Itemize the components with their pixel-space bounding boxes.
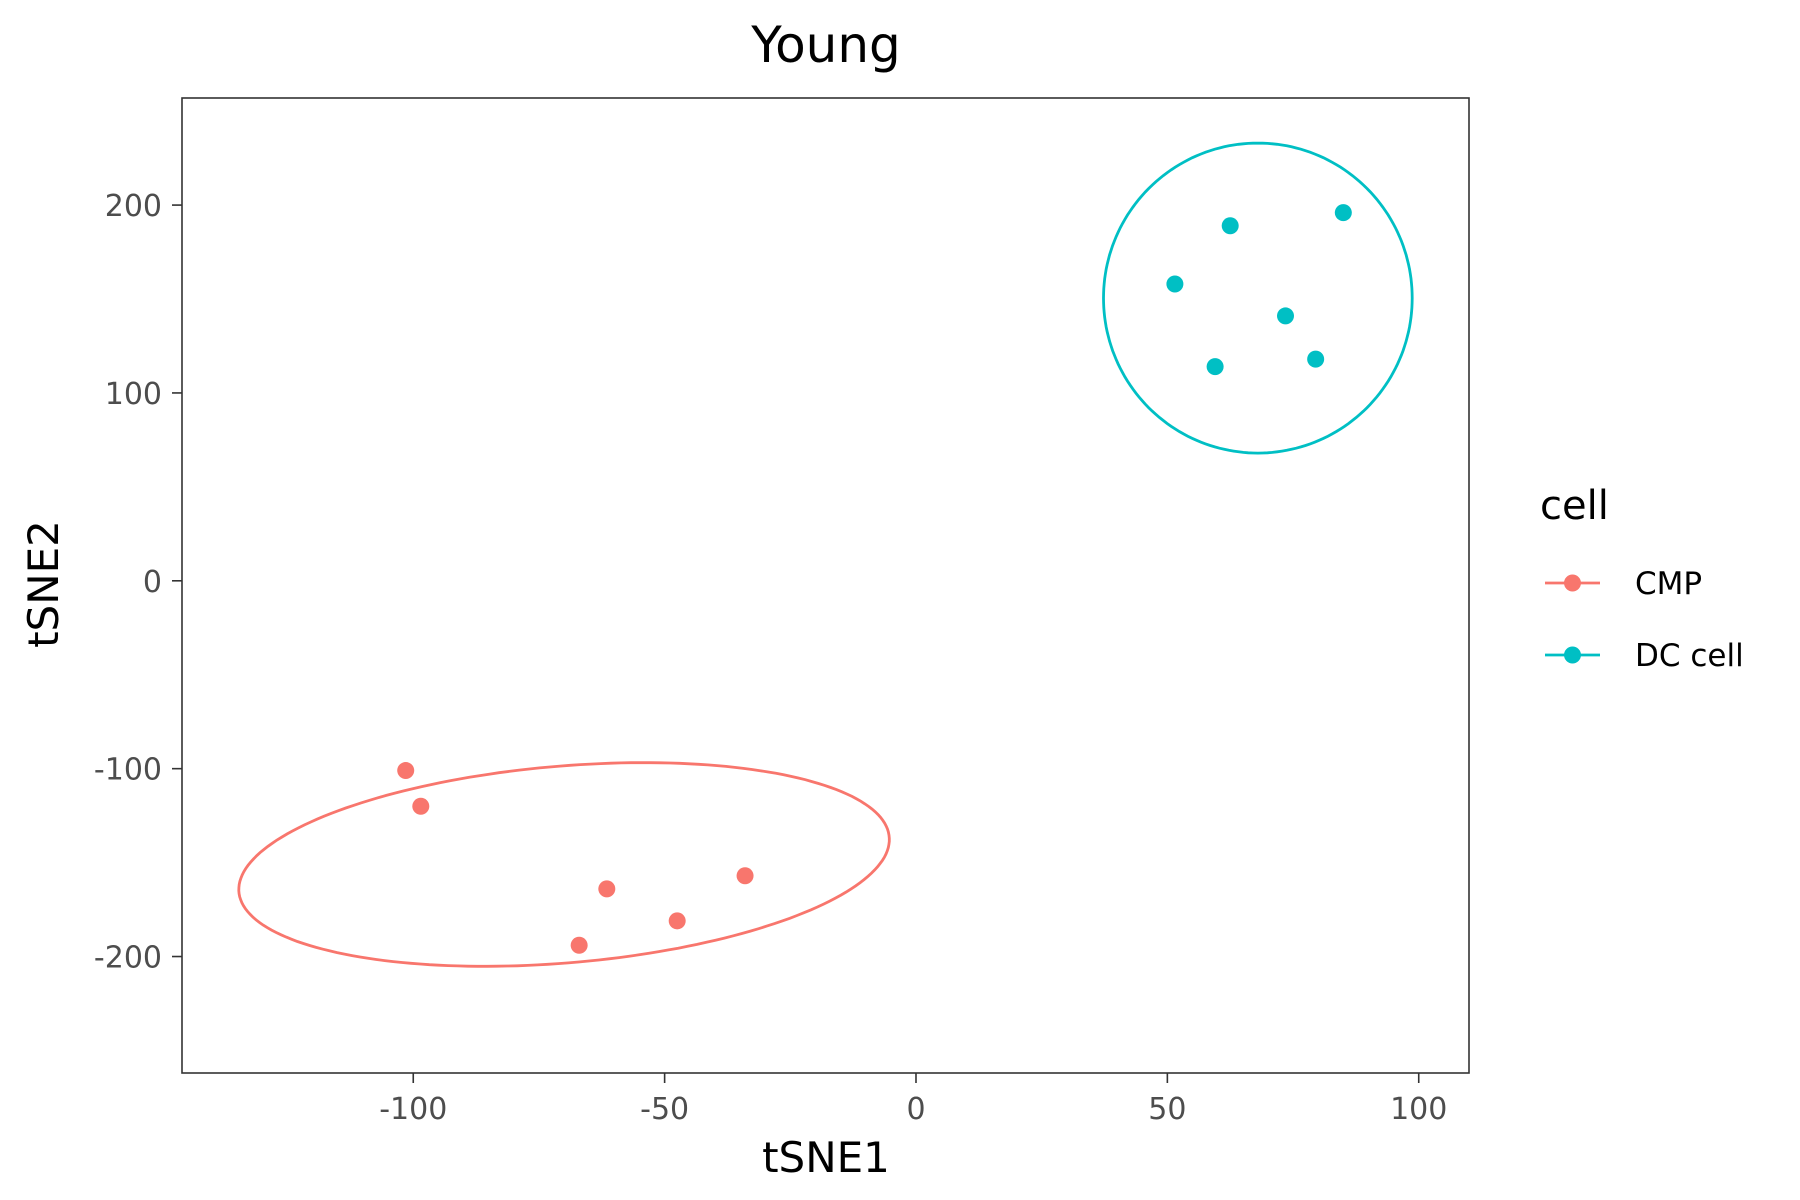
legend-items: CMP DC cell [1545,566,1744,674]
data-point-dc-cell-3 [1166,275,1184,293]
data-point-cmp-3 [598,880,616,898]
x-tick-label: 0 [906,1092,925,1127]
data-point-cmp-2 [412,797,430,815]
series-dc-cell [1102,141,1414,455]
legend: cell CMP DC cell [1540,483,1744,674]
x-tick-label: -50 [640,1092,689,1127]
y-tick-label: 100 [105,377,162,412]
data-point-cmp-6 [736,867,754,885]
x-tick-label: 50 [1148,1092,1186,1127]
data-point-cmp-1 [397,762,415,780]
x-tick-label: 100 [1390,1092,1447,1127]
y-tick-label: 200 [105,189,162,224]
series-cmp [237,761,891,968]
data-point-dc-cell-2 [1334,204,1352,222]
legend-item-dc-cell: DC cell [1545,638,1744,674]
x-tick-label: -100 [379,1092,447,1127]
ellipse-cmp [237,761,891,968]
legend-label: DC cell [1635,638,1744,674]
legend-title: cell [1540,483,1609,529]
y-axis-title: tSNE2 [19,520,68,648]
y-tick-label: -100 [94,753,162,788]
chart-title: Young [750,16,901,74]
legend-item-cmp: CMP [1545,566,1702,602]
data-point-dc-cell-6 [1206,358,1224,376]
legend-key-point [1564,574,1581,592]
data-point-cmp-5 [570,936,588,954]
data-point-cmp-4 [668,912,686,930]
data-point-dc-cell-1 [1221,217,1239,235]
data-point-dc-cell-5 [1307,350,1325,368]
y-tick-label: -200 [94,941,162,976]
plot-area [237,141,1414,968]
panel-border [181,97,1470,1074]
y-tick-label: 0 [143,565,162,600]
data-point-dc-cell-4 [1277,307,1295,325]
axes: -100 -50 0 50 100 -200 -100 0 100 200 [94,189,1447,1127]
x-axis-title: tSNE1 [762,1133,890,1182]
legend-key-point [1564,646,1581,664]
ellipse-dc-cell [1102,141,1414,455]
legend-label: CMP [1635,566,1702,602]
